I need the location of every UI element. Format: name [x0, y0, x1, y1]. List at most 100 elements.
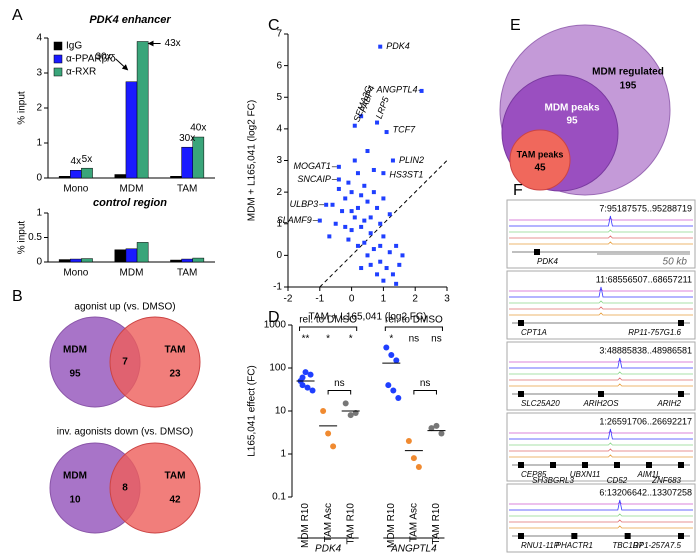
- dot: [395, 395, 402, 402]
- point-label: PDK4: [386, 41, 410, 51]
- legend-label: α-PPARβ/δ: [66, 54, 116, 65]
- dot: [325, 430, 332, 437]
- bracket-label: rel. to DMSO: [385, 315, 443, 326]
- x-tick-label: -1: [315, 294, 324, 305]
- y-tick-label: 100: [269, 363, 286, 374]
- coordinates: 1:26591706..26692217: [599, 416, 692, 426]
- track-block: [506, 483, 696, 553]
- bar: [192, 257, 205, 263]
- point: [365, 199, 370, 204]
- dot: [299, 374, 306, 381]
- point: [371, 247, 376, 252]
- point: [387, 250, 392, 255]
- y-tick-label: 1: [280, 449, 286, 460]
- x-tick-label: 2: [412, 294, 418, 305]
- point: [349, 209, 354, 214]
- exon: [678, 391, 684, 397]
- point: [362, 218, 367, 223]
- track: [509, 286, 693, 298]
- set-circle: [109, 316, 201, 408]
- track: [509, 513, 693, 517]
- y-tick-label: 4: [36, 33, 42, 44]
- track: [509, 215, 693, 227]
- point-label: HS3ST1: [389, 170, 423, 180]
- gene-label: ZNF683: [651, 476, 681, 485]
- bracket: [327, 389, 352, 395]
- set-count: 23: [169, 369, 181, 380]
- significance: ns: [431, 334, 442, 345]
- y-tick-label: 5: [276, 92, 282, 103]
- point: [371, 190, 376, 195]
- point-label: ULBP3: [290, 199, 319, 209]
- point: [324, 202, 329, 207]
- point: [378, 221, 383, 226]
- point: [352, 158, 357, 163]
- point: [349, 190, 354, 195]
- track: [509, 448, 693, 452]
- point: [378, 44, 383, 49]
- point: [346, 180, 351, 185]
- legend-swatch: [53, 67, 63, 77]
- y-tick-label: 3: [276, 155, 282, 166]
- gene-label: ARIH2OS: [582, 399, 619, 408]
- x-tick-label: TAM: [177, 268, 197, 279]
- dot: [299, 382, 306, 389]
- point: [349, 228, 354, 233]
- set-count: 95: [69, 369, 81, 380]
- gene-label: RNU1-11P: [521, 541, 560, 550]
- diagonal: [319, 160, 448, 288]
- point: [419, 88, 424, 93]
- x-tick-label: TAM: [177, 184, 197, 195]
- point: [384, 266, 389, 271]
- point: [355, 243, 360, 248]
- bar: [81, 167, 93, 179]
- panel-letter: B: [12, 288, 23, 305]
- point: [381, 278, 386, 283]
- point: [343, 224, 348, 229]
- gene-label: PDK4: [537, 257, 558, 266]
- track-block: [506, 412, 696, 482]
- point: [368, 262, 373, 267]
- x-tick-label: 0: [349, 294, 355, 305]
- dot: [383, 344, 390, 351]
- bar: [136, 41, 149, 179]
- dot: [405, 438, 412, 445]
- point: [343, 196, 348, 201]
- point-label: SLAMF9: [277, 215, 312, 225]
- point: [365, 149, 370, 154]
- gene-label: RP11-757G1.6: [628, 328, 681, 337]
- dot: [347, 412, 354, 419]
- bar: [70, 170, 82, 179]
- y-tick-label: 0.5: [28, 232, 42, 243]
- exon: [518, 320, 524, 326]
- dot: [390, 387, 397, 394]
- point: [375, 120, 380, 125]
- gene-label: AIM1L: [636, 470, 660, 479]
- point: [359, 193, 364, 198]
- point-label: ANGPTL4: [376, 84, 418, 94]
- point-label: MOGAT1: [294, 161, 331, 171]
- dot: [415, 463, 422, 470]
- point: [333, 221, 338, 226]
- exon: [550, 462, 556, 468]
- significance: *: [349, 334, 353, 345]
- point: [378, 259, 383, 264]
- dot: [433, 422, 440, 429]
- point: [352, 215, 357, 220]
- bar: [58, 176, 71, 179]
- bar: [181, 258, 193, 263]
- y-tick-label: 3: [36, 68, 42, 79]
- point: [390, 158, 395, 163]
- point: [375, 272, 380, 277]
- point: [368, 215, 373, 220]
- point: [327, 234, 332, 239]
- y-tick-label: 0.1: [272, 492, 286, 503]
- gene-label: RP1-257A7.5: [633, 541, 682, 550]
- panel-letter: E: [510, 17, 521, 34]
- x-tick-label: MDM: [120, 268, 144, 279]
- dot: [320, 408, 327, 414]
- set-label: MDM regulated: [592, 67, 664, 78]
- track: [509, 241, 693, 245]
- track-block: [506, 199, 696, 269]
- scale-label: 50 kb: [663, 257, 688, 268]
